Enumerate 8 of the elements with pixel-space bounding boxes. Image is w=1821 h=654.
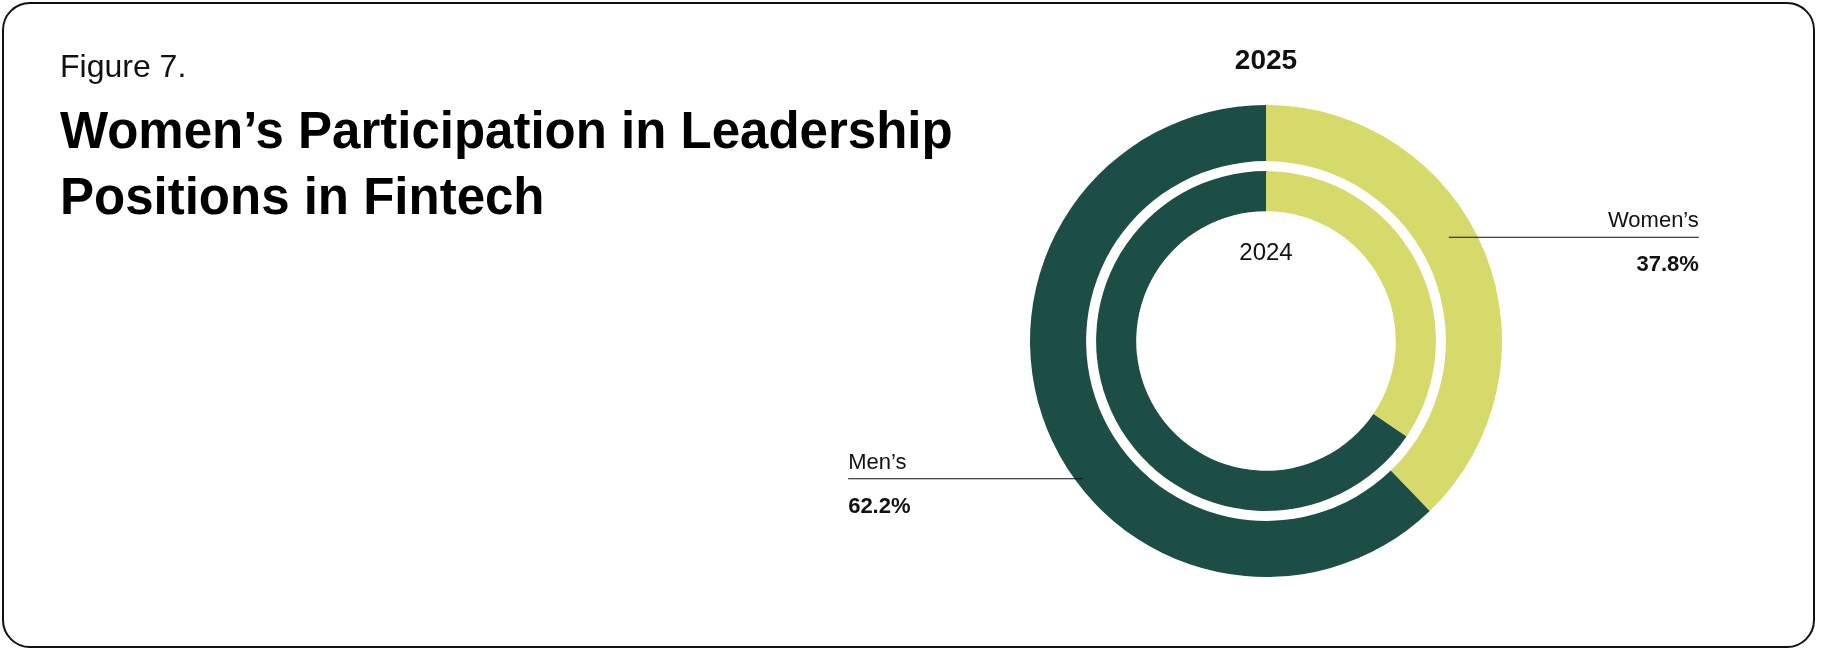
slice-label: Men’s: [848, 448, 907, 474]
text: Figure 7.: [60, 48, 187, 85]
data-label: 37.8%: [1636, 251, 1699, 277]
data-label: 62.2%: [848, 492, 911, 518]
slice-label: 2024: [1239, 237, 1293, 265]
slice-label: Women’s: [1607, 207, 1699, 233]
text: Women’s Participation in Leadership Positions in Fintech: [60, 101, 954, 227]
slice-label: 2025: [1234, 43, 1298, 75]
